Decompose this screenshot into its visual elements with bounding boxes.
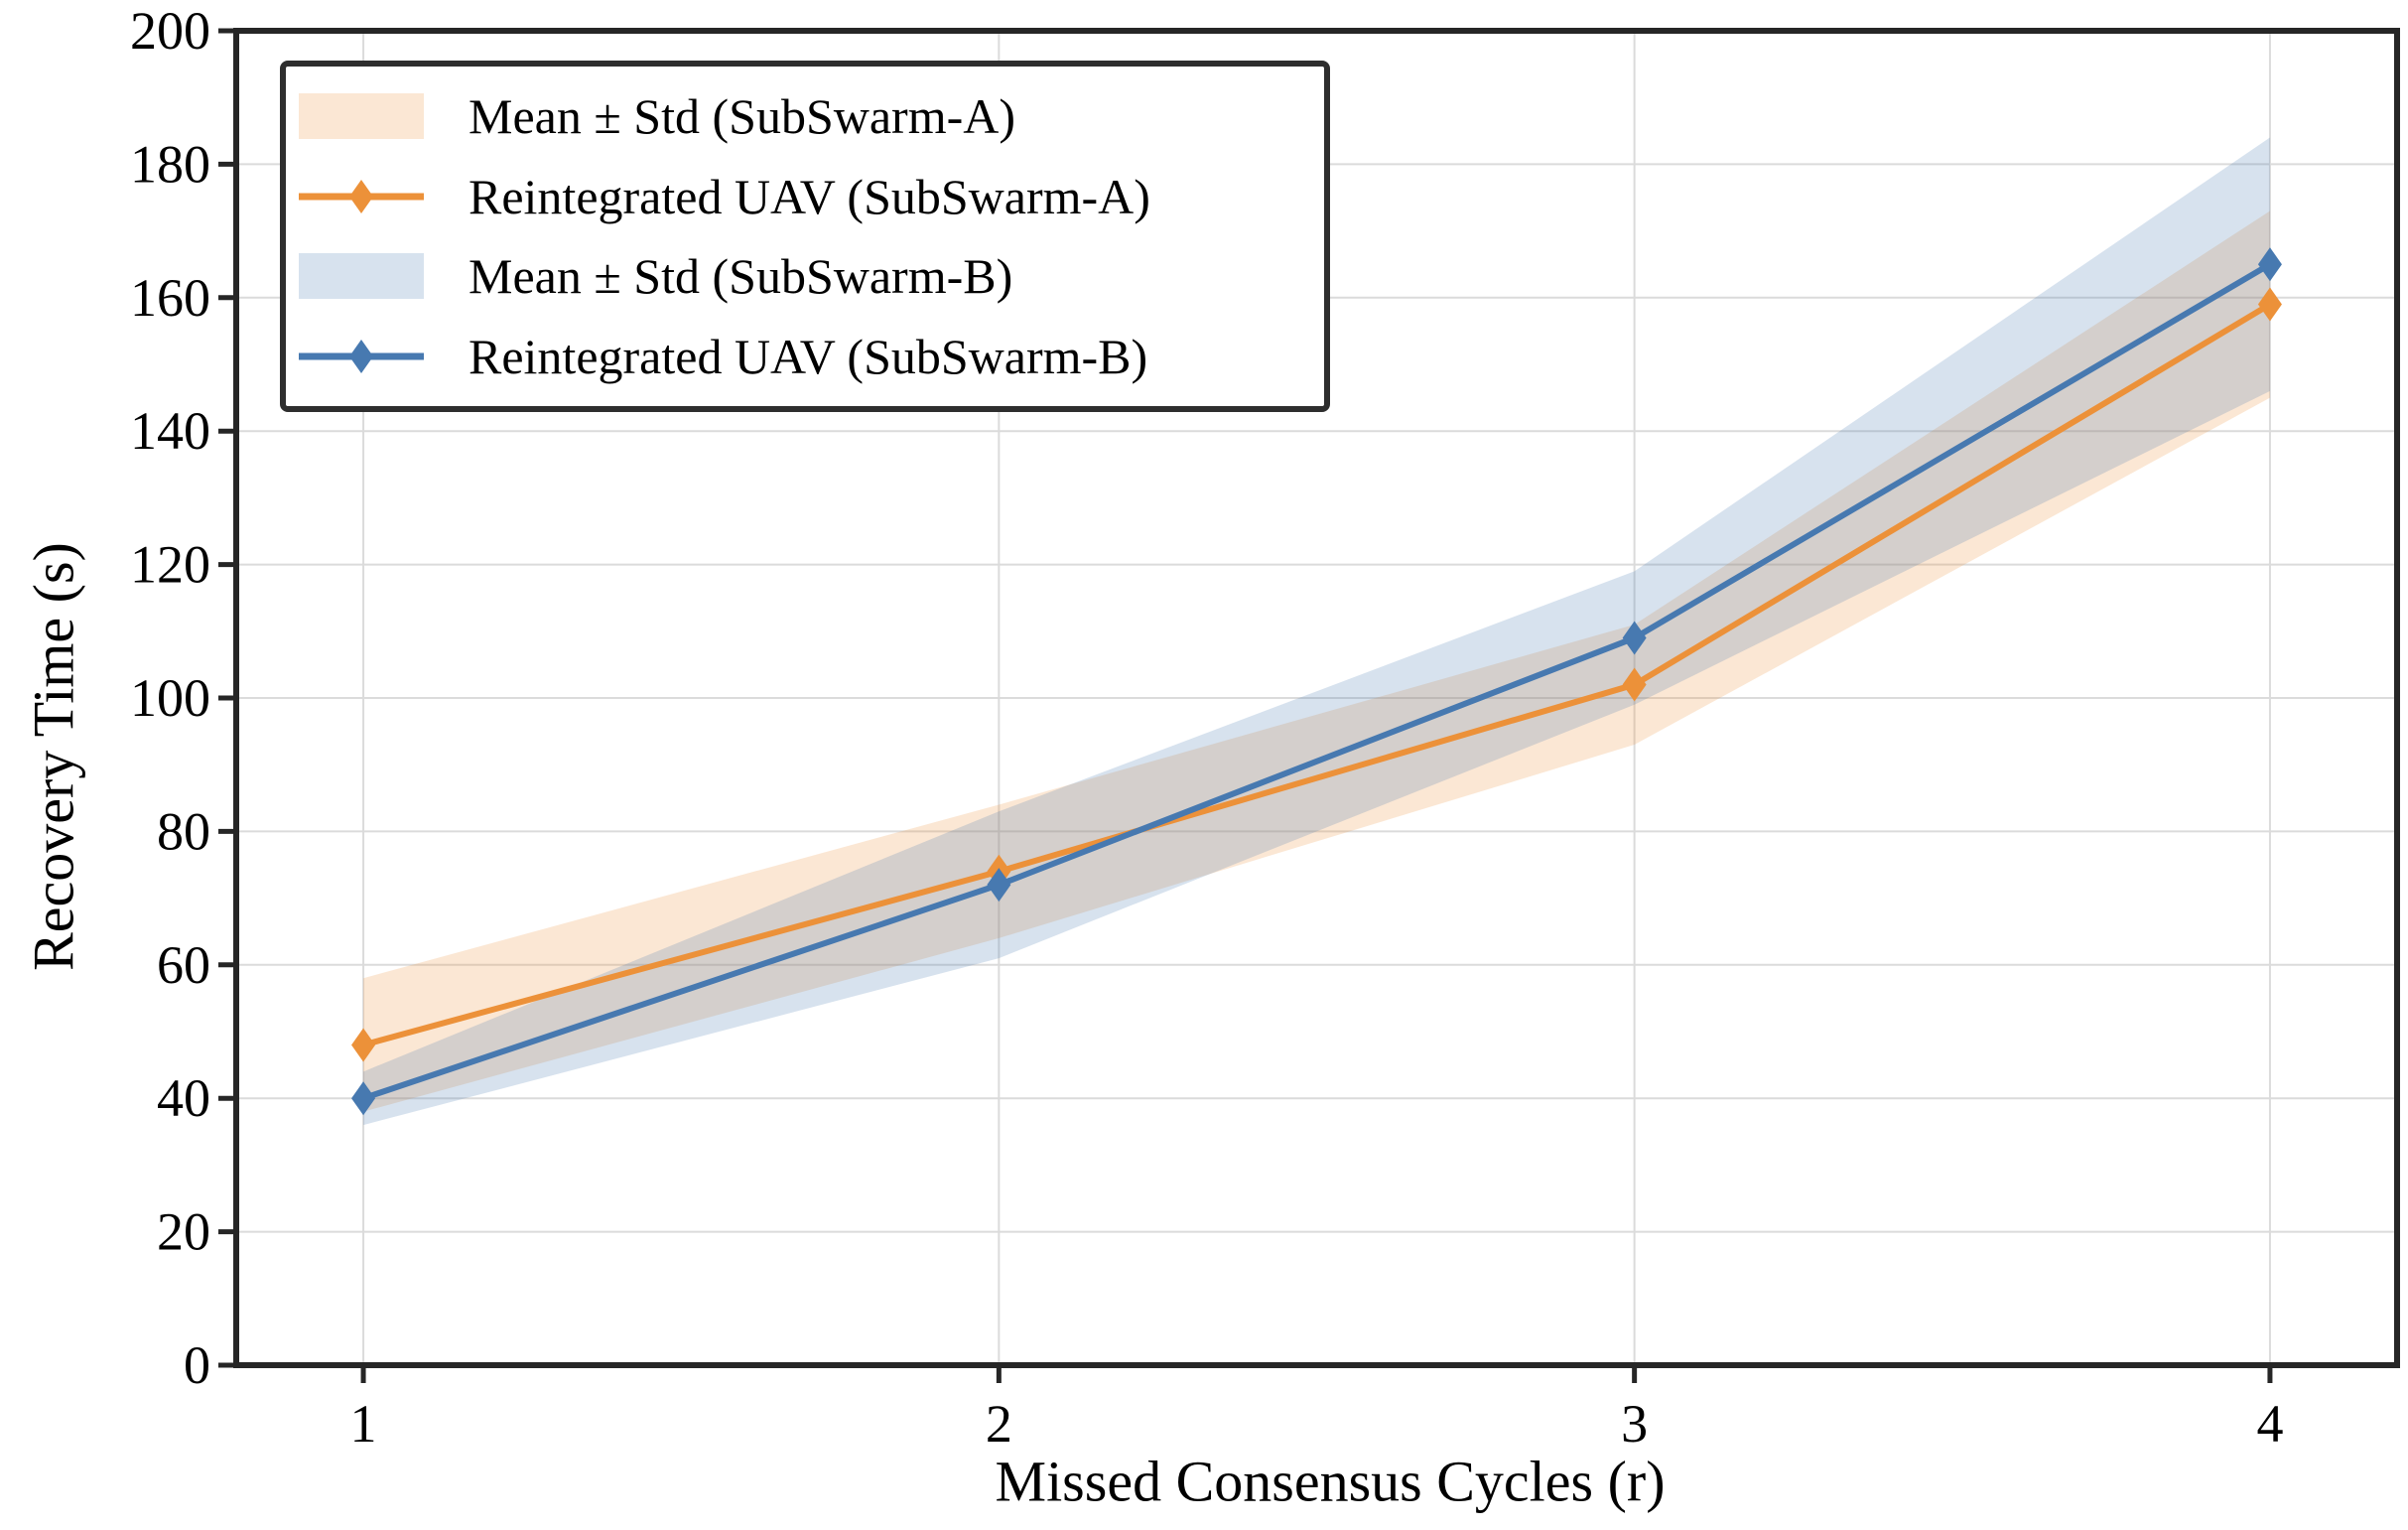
legend-label: Mean ± Std (SubSwarm-B)	[468, 248, 1013, 305]
legend-item-line-subswarm-b: Reintegrated UAV (SubSwarm-B)	[286, 321, 1324, 392]
y-tick-label: 80	[157, 801, 210, 861]
y-tick-label: 120	[130, 535, 210, 595]
y-tick-label: 180	[130, 134, 210, 194]
x-tick-label: 4	[2256, 1394, 2283, 1454]
marker-subswarm-a	[351, 1028, 376, 1062]
line-subswarm-a	[362, 301, 2272, 1048]
band-subswarm-a	[363, 210, 2270, 1112]
legend-label: Mean ± Std (SubSwarm-A)	[468, 88, 1016, 145]
band-swatch-subswarm-b	[299, 253, 424, 300]
legend: Mean ± Std (SubSwarm-A) Reintegrated UAV…	[280, 61, 1330, 412]
band-swatch-subswarm-a	[299, 93, 424, 140]
x-tick-label: 2	[986, 1394, 1012, 1454]
axes-frame	[233, 28, 2400, 1368]
marker-subswarm-b	[2257, 247, 2282, 282]
marker-subswarm-b	[1622, 621, 1647, 655]
legend-label: Reintegrated UAV (SubSwarm-A)	[468, 168, 1150, 224]
line-subswarm-b	[362, 261, 2272, 1102]
y-tick-label: 140	[130, 401, 210, 461]
legend-item-band-subswarm-a: Mean ± Std (SubSwarm-A)	[286, 80, 1324, 152]
y-tick-label: 100	[130, 668, 210, 728]
y-tick-label: 160	[130, 268, 210, 328]
x-tick-label: 1	[350, 1394, 377, 1454]
y-tick-label: 20	[157, 1202, 210, 1262]
marker-subswarm-a	[2257, 287, 2282, 322]
band-subswarm-b	[363, 137, 2270, 1126]
marker-subswarm-b	[351, 1081, 376, 1116]
y-tick-label: 40	[157, 1068, 210, 1128]
x-axis-label: Missed Consensus Cycles (r)	[995, 1449, 1666, 1514]
y-tick-label: 0	[184, 1335, 210, 1395]
line-marker-swatch-subswarm-a	[299, 179, 424, 213]
marker-subswarm-b	[987, 868, 1011, 903]
legend-item-line-subswarm-a: Reintegrated UAV (SubSwarm-A)	[286, 161, 1324, 232]
y-tick-label: 60	[157, 935, 210, 995]
ticks: 0 20 40 60 80 100 120 140 160 180 200 1 2 3 4	[130, 1, 2283, 1454]
series-lines	[351, 247, 2282, 1116]
x-tick-label: 3	[1621, 1394, 1648, 1454]
line-marker-swatch-subswarm-b	[299, 339, 424, 373]
marker-subswarm-a	[1622, 667, 1647, 702]
legend-item-band-subswarm-b: Mean ± Std (SubSwarm-B)	[286, 240, 1324, 312]
y-tick-label: 200	[130, 1, 210, 61]
y-axis-label: Recovery Time (s)	[21, 542, 86, 971]
std-bands	[363, 137, 2270, 1126]
legend-label: Reintegrated UAV (SubSwarm-B)	[468, 328, 1148, 384]
